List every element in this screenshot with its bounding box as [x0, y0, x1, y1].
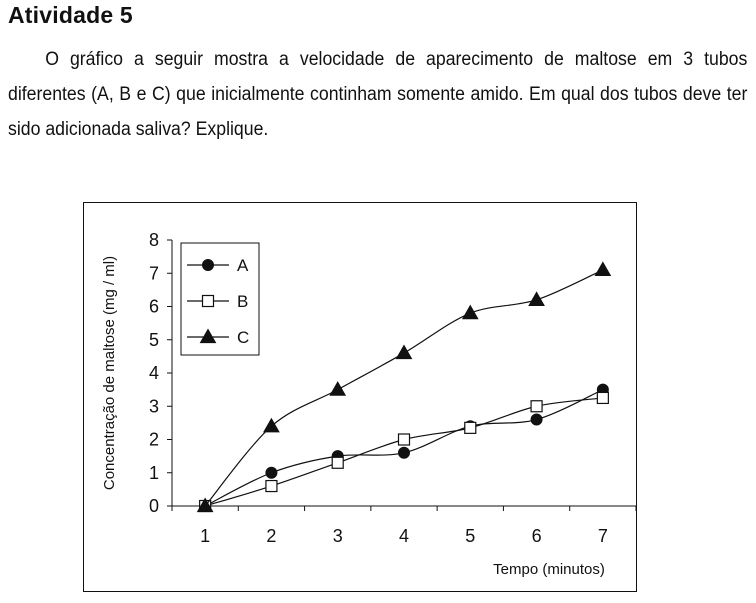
series-a-point [265, 466, 278, 479]
legend-label-a: A [237, 256, 249, 275]
y-tick-label: 1 [149, 463, 159, 483]
series-group [196, 261, 612, 513]
chart-frame [83, 202, 637, 592]
x-tick-label: 2 [266, 526, 276, 546]
y-tick-label: 2 [149, 430, 159, 450]
x-tick-label: 7 [598, 526, 608, 546]
x-axis-label: Tempo (minutos) [493, 561, 605, 578]
axes: 0 1 2 3 4 5 6 7 8 1 2 3 4 5 6 7 [149, 230, 637, 546]
legend-marker-a [202, 259, 214, 271]
series-b-point [464, 421, 477, 434]
x-tick-label: 1 [200, 526, 210, 546]
x-tick-label: 4 [399, 526, 409, 546]
series-c-point [461, 304, 479, 320]
series-c-point [528, 291, 545, 306]
legend: ABC [180, 242, 260, 356]
series-c-point [395, 344, 413, 360]
legend-label-c: C [237, 328, 249, 347]
maltose-chart: Concentração de maltose (mg / ml) Tempo … [83, 202, 637, 592]
legend-label-b: B [237, 292, 248, 311]
series-b-point [265, 479, 278, 493]
legend-box [180, 242, 260, 356]
question-paragraph: O gráfico a seguir mostra a velocidade d… [8, 49, 748, 140]
legend-item-a: A [187, 256, 249, 275]
y-tick-label: 8 [149, 230, 159, 250]
y-axis-label: Concentração de maltose (mg / ml) [101, 256, 118, 490]
activity-heading: Atividade 5 [8, 2, 133, 28]
series-c-point [594, 261, 612, 277]
series-b-point [596, 391, 609, 405]
series-a-point [398, 446, 410, 459]
x-tick-label: 3 [333, 526, 343, 546]
y-tick-label: 4 [149, 363, 159, 383]
series-b-point [397, 433, 411, 446]
chart-svg: Concentração de maltose (mg / ml) Tempo … [83, 202, 637, 592]
legend-item-b: B [187, 292, 248, 311]
legend-marker-b [201, 294, 215, 308]
y-tick-label: 3 [149, 396, 159, 416]
series-c-point [329, 381, 347, 396]
x-tick-label: 5 [465, 526, 475, 546]
series-c [196, 261, 612, 513]
legend-marker-c [199, 328, 217, 344]
legend-item-c: C [187, 328, 249, 347]
y-tick-label: 7 [149, 263, 159, 283]
series-b-point [331, 456, 344, 469]
series-c-point [263, 417, 280, 433]
y-tick-label: 6 [149, 297, 159, 317]
y-tick-label: 0 [149, 496, 159, 516]
series-a-point [530, 413, 543, 426]
y-tick-label: 5 [149, 330, 159, 350]
x-tick-label: 6 [532, 526, 542, 546]
series-c-point [196, 497, 214, 513]
series-b-point [530, 400, 543, 413]
